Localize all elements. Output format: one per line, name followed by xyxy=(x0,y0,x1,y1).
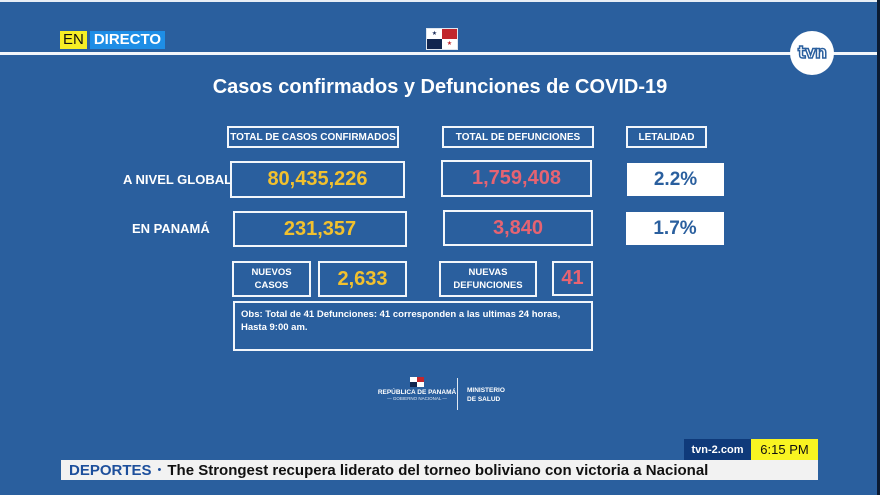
new-cases-value: 2,633 xyxy=(318,261,407,297)
clock: 6:15 PM xyxy=(751,439,818,460)
logo-divider xyxy=(457,378,458,410)
gov-name: REPÚBLICA DE PANAMÁ xyxy=(377,389,457,396)
live-label: DIRECTO xyxy=(89,31,166,49)
header-confirmed: TOTAL DE CASOS CONFIRMADOS xyxy=(227,126,399,148)
right-edge xyxy=(877,0,880,495)
news-ticker: DEPORTES • The Strongest recupera lidera… xyxy=(61,460,818,480)
panama-flag-small-icon xyxy=(410,377,424,387)
new-cases-label: NUEVOS CASOS xyxy=(232,261,311,297)
row-label-global: A NIVEL GLOBAL xyxy=(123,172,233,187)
live-badge: EN DIRECTO xyxy=(60,31,166,49)
live-prefix: EN xyxy=(60,31,87,49)
header-deaths: TOTAL DE DEFUNCIONES xyxy=(442,126,594,148)
global-lethality-value: 2.2% xyxy=(627,163,724,196)
ticker-category: DEPORTES xyxy=(69,461,152,479)
observation-note: Obs: Total de 41 Defunciones: 41 corresp… xyxy=(233,301,593,351)
new-deaths-label-line1: NUEVAS xyxy=(468,267,508,278)
gov-subtitle: — GOBIERNO NACIONAL — xyxy=(387,396,447,401)
new-deaths-label: NUEVAS DEFUNCIONES xyxy=(439,261,537,297)
global-confirmed-value: 80,435,226 xyxy=(230,161,405,198)
tvn-logo-text: tvn xyxy=(797,42,828,64)
new-cases-label-line1: NUEVOS xyxy=(251,267,292,278)
panama-deaths-value: 3,840 xyxy=(443,210,593,246)
new-deaths-value: 41 xyxy=(552,261,593,296)
panama-lethality-value: 1.7% xyxy=(626,212,724,245)
tvn-logo: tvn xyxy=(790,31,834,75)
new-deaths-label-line2: DEFUNCIONES xyxy=(453,280,523,291)
header-divider-line xyxy=(0,52,880,55)
panama-flag-icon: ★ ★ xyxy=(426,28,458,50)
observation-line-2: Hasta 9:00 am. xyxy=(241,322,308,333)
global-deaths-value: 1,759,408 xyxy=(441,160,592,197)
ministry-logo: MINISTERIO DE SALUD xyxy=(467,386,505,404)
header-lethality: LETALIDAD xyxy=(626,126,707,148)
panama-confirmed-value: 231,357 xyxy=(233,211,407,247)
ministry-line-1: MINISTERIO xyxy=(467,387,505,394)
government-logo: REPÚBLICA DE PANAMÁ — GOBIERNO NACIONAL … xyxy=(372,377,462,401)
new-cases-label-line2: CASOS xyxy=(254,280,289,291)
ticker-separator-icon: • xyxy=(157,464,162,476)
page-title: Casos confirmados y Defunciones de COVID… xyxy=(212,76,668,98)
website-badge: tvn-2.com xyxy=(684,439,751,460)
observation-line-1: Obs: Total de 41 Defunciones: 41 corresp… xyxy=(241,309,561,320)
top-border xyxy=(0,0,880,2)
row-label-panama: EN PANAMÁ xyxy=(132,221,210,236)
ticker-headline: The Strongest recupera liderato del torn… xyxy=(167,461,709,479)
ministry-line-2: DE SALUD xyxy=(467,396,501,403)
